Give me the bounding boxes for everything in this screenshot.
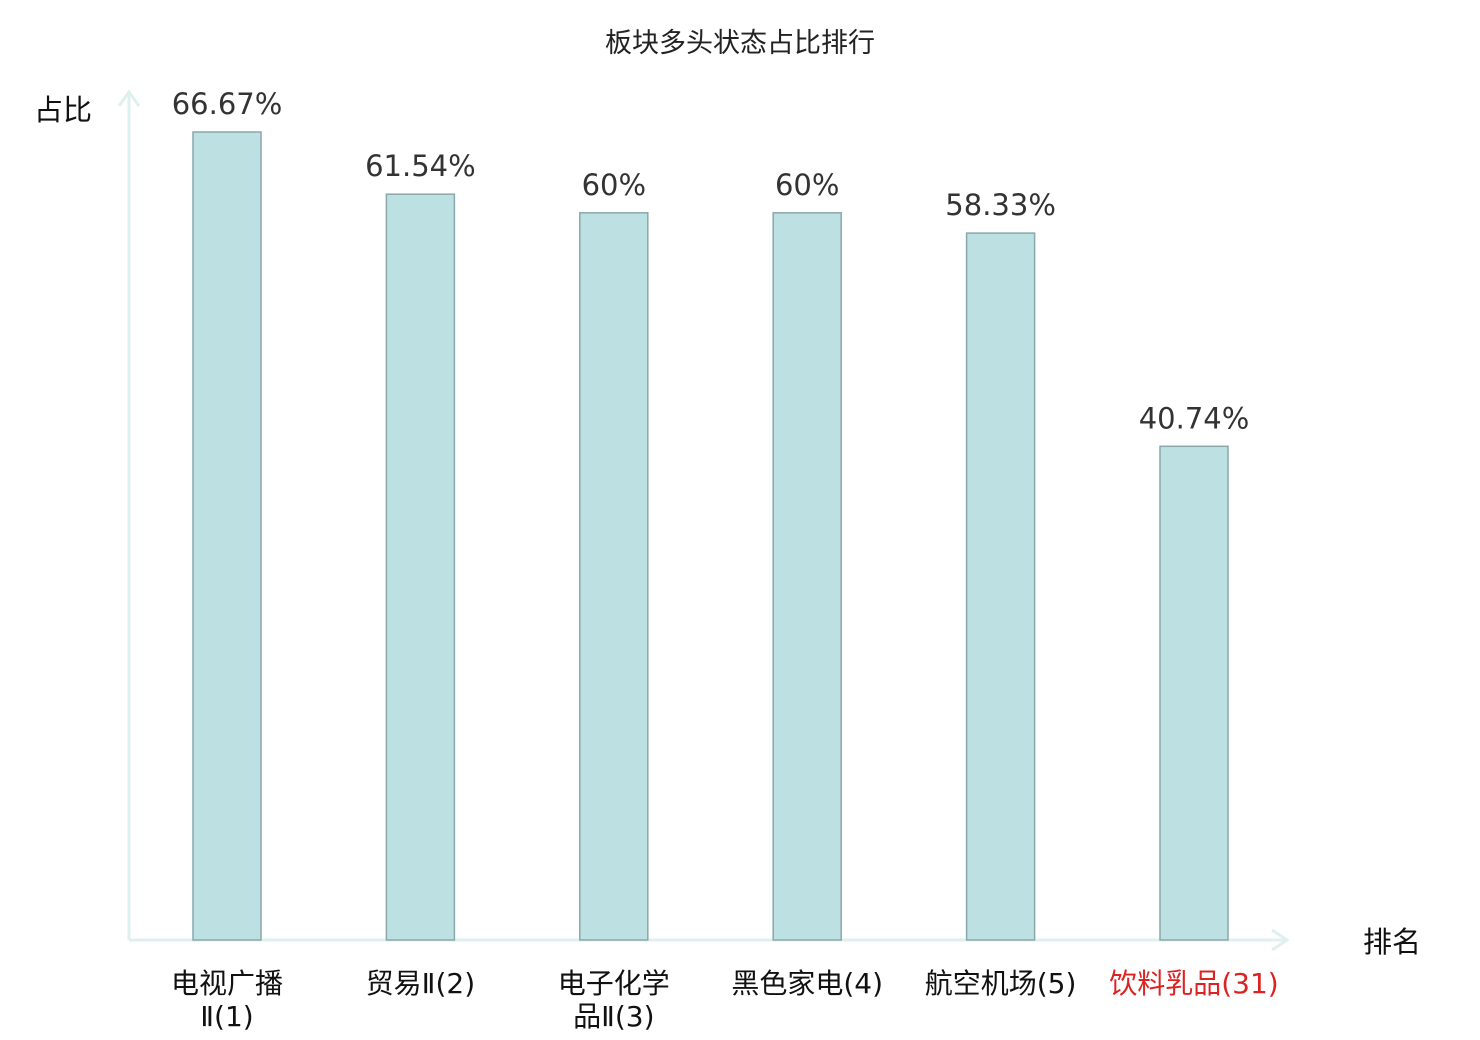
- x-axis-arrow: [1271, 928, 1290, 952]
- category-label-3-line-2: 品Ⅱ(3): [573, 1000, 654, 1033]
- bar-4: [772, 212, 842, 941]
- bar-2: [385, 193, 456, 941]
- category-label-6: 饮料乳品(31): [1109, 967, 1278, 1000]
- value-label-group: 66.67% 61.54% 60% 60% 58.33% 40.74%: [172, 87, 1250, 435]
- value-label-5: 58.33%: [945, 188, 1056, 222]
- bar-6: [1159, 445, 1229, 941]
- bar-3: [579, 212, 649, 941]
- bar-1: [192, 131, 262, 941]
- x-axis-label: 排名: [1363, 925, 1421, 959]
- chart-title: 板块多头状态占比排行: [605, 28, 875, 59]
- value-label-1: 66.67%: [172, 87, 283, 121]
- y-axis-arrow: [117, 89, 141, 107]
- bar-series: [192, 131, 1229, 941]
- category-label-1-line-1: 电视广播: [171, 967, 283, 1000]
- category-label-5: 航空机场(5): [925, 967, 1077, 1000]
- category-label-3-line-1: 电子化学: [558, 967, 670, 1000]
- category-label-4: 黑色家电(4): [731, 967, 883, 1000]
- value-label-6: 40.74%: [1139, 401, 1250, 435]
- category-label-1-line-2: Ⅱ(1): [200, 1000, 253, 1033]
- value-label-3: 60%: [582, 168, 646, 202]
- bar-5: [965, 232, 1036, 941]
- y-axis-label: 占比: [34, 93, 92, 127]
- category-label-2: 贸易Ⅱ(2): [366, 967, 475, 1000]
- value-label-4: 60%: [775, 168, 839, 202]
- value-label-2: 61.54%: [365, 149, 476, 183]
